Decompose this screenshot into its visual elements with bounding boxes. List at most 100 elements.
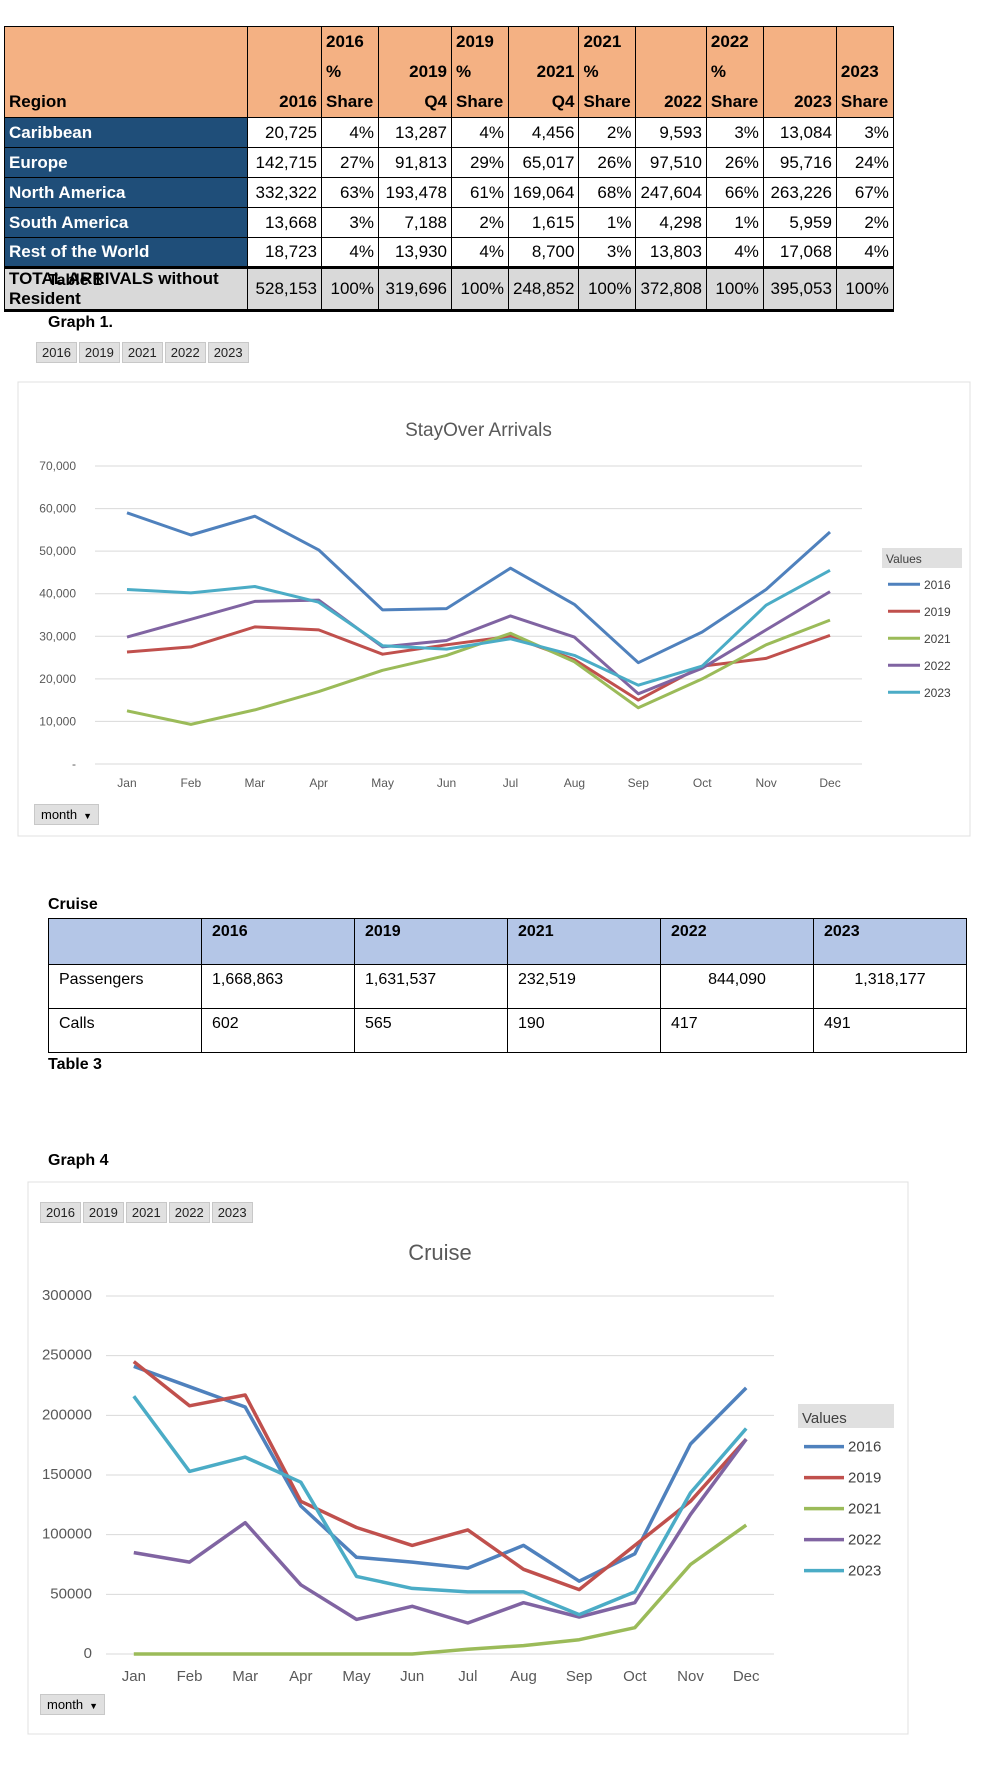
table-cell: 4% (321, 237, 379, 268)
series-line-2019 (126, 625, 831, 702)
total-label: TOTAL ARRIVALS without Resident (4, 266, 248, 312)
year-slicer: 2016 2019 2021 2022 2023 (40, 1202, 253, 1223)
t3-header-cell: 2023 (813, 918, 967, 965)
table-cell: 4,298 (635, 207, 707, 238)
legend-title: Values (886, 552, 922, 566)
table-row: North America 332,322 63% 193,478 61% 169,064… (4, 177, 894, 208)
table-cell: 247,604 (635, 177, 707, 208)
table-cell: 24% (835, 147, 894, 178)
year-filter-2023[interactable]: 2023 (207, 342, 249, 363)
legend-entry: 2019 (924, 605, 951, 619)
table-cell: 13,668 (247, 207, 322, 238)
series-line-2022 (126, 590, 831, 696)
series-line-2022 (133, 1438, 748, 1625)
table-cell: 193,478 (378, 177, 452, 208)
t1-header-cell: 2019 % Share (451, 26, 509, 118)
x-tick-label: Aug (510, 1668, 537, 1685)
total-row: TOTAL ARRIVALS without Resident 528,153 10… (4, 266, 894, 312)
dropdown-arrow-icon: ▼ (83, 811, 93, 821)
t1-header-cell: 2023 (762, 26, 837, 118)
table-cell: 67% (835, 177, 894, 208)
series-line-2016 (133, 1364, 748, 1583)
t1-header-cell: 2016 (247, 26, 322, 118)
x-tick-label: Jun (437, 776, 456, 790)
x-tick-label: Jul (503, 776, 518, 790)
table-cell: 4,456 (507, 117, 580, 148)
series-line-2021 (133, 1523, 748, 1656)
legend-entry: 2016 (848, 1439, 881, 1456)
table-cell: 61% (451, 177, 509, 208)
y-tick-label: 150000 (42, 1466, 92, 1483)
t1-header-cell: 2022 (635, 26, 707, 118)
year-filter-2019[interactable]: 2019 (82, 1202, 124, 1223)
table-row: Rest of the World 18,723 4% 13,930 4% 8,700 3%… (4, 237, 894, 268)
x-tick-label: Dec (819, 776, 840, 790)
graph1-caption: Graph 1. (48, 314, 113, 331)
year-filter-2022[interactable]: 2022 (168, 1202, 210, 1223)
x-tick-label: Aug (564, 776, 585, 790)
table-cell: 66% (705, 177, 764, 208)
chart-panel-border (27, 1181, 909, 1735)
table-cell: 319,696 (378, 266, 452, 312)
table-cell: 26% (578, 147, 637, 178)
table-cell: 372,808 (635, 266, 707, 312)
x-tick-label: Oct (623, 1668, 647, 1685)
y-tick-label: 60,000 (39, 502, 76, 516)
table-row: Europe 142,715 27% 91,813 29% 65,017 26% 97,510… (4, 147, 894, 178)
series-line-2021 (126, 618, 831, 726)
year-filter-2021[interactable]: 2021 (125, 1202, 167, 1223)
table-cell: 100% (321, 266, 379, 312)
table-cell: 5,959 (762, 207, 837, 238)
y-tick-label: 70,000 (39, 459, 76, 473)
month-filter-label: month (41, 807, 78, 822)
table-cell: 4% (451, 117, 509, 148)
t3-header-cell: 2021 (507, 918, 661, 965)
cruise-table: 2016 2019 2021 2022 2023 Passengers 1,668,863… (48, 918, 967, 1053)
table-cell: 7,188 (378, 207, 452, 238)
month-filter-button[interactable]: month ▼ (40, 1694, 106, 1715)
x-tick-label: Jan (122, 1668, 146, 1685)
table-cell: 142,715 (247, 147, 322, 178)
table-cell: 13,803 (635, 237, 707, 268)
table-cell: 2% (451, 207, 509, 238)
table-cell: 4% (451, 237, 509, 268)
y-tick-label: 10,000 (39, 714, 76, 728)
year-filter-2016[interactable]: 2016 (36, 342, 77, 363)
year-filter-2022[interactable]: 2022 (164, 342, 206, 363)
table-cell: 565 (354, 1008, 508, 1053)
row-label: Passengers (48, 964, 202, 1009)
legend-title: Values (802, 1410, 847, 1427)
legend-entry: 2023 (848, 1563, 881, 1580)
month-filter-button[interactable]: month ▼ (34, 804, 100, 825)
dropdown-arrow-icon: ▼ (89, 1701, 99, 1711)
y-tick-label: 30,000 (39, 629, 76, 643)
year-filter-2021[interactable]: 2021 (121, 342, 163, 363)
y-tick-label: 20,000 (39, 672, 76, 686)
table-cell: 2% (835, 207, 894, 238)
x-tick-label: Feb (181, 776, 202, 790)
x-tick-label: Oct (693, 776, 712, 790)
year-filter-2016[interactable]: 2016 (40, 1202, 81, 1223)
table-cell: 1,615 (507, 207, 580, 238)
series-line-2016 (126, 511, 832, 665)
region-label: North America (4, 177, 248, 208)
year-filter-2023[interactable]: 2023 (211, 1202, 253, 1223)
table-cell: 1,631,537 (354, 964, 508, 1009)
table-cell: 4% (835, 237, 894, 268)
series-line-2019 (132, 1360, 748, 1592)
year-filter-2019[interactable]: 2019 (78, 342, 120, 363)
table-cell: 100% (451, 266, 509, 312)
year-slicer: 2016 2019 2021 2022 2023 (36, 342, 249, 363)
stayover-arrivals-chart: StayOver Arrivals - 10,000 20,000 30,000 40,0… (17, 381, 971, 837)
cruise-chart: Cruise 0 50000 100000 150000 200000 250000 3000… (27, 1181, 909, 1735)
table-cell: 63% (321, 177, 379, 208)
table1-caption: Table 1 (48, 272, 102, 289)
t1-header-cell: 2022 % Share (705, 26, 764, 118)
month-filter-label: month (47, 1697, 84, 1712)
x-tick-label: May (342, 1668, 371, 1685)
table-cell: 417 (660, 1008, 814, 1053)
x-tick-label: Dec (733, 1668, 760, 1685)
chart-title: StayOver Arrivals (405, 420, 552, 441)
table-cell: 1% (578, 207, 637, 238)
table-cell: 2% (578, 117, 637, 148)
